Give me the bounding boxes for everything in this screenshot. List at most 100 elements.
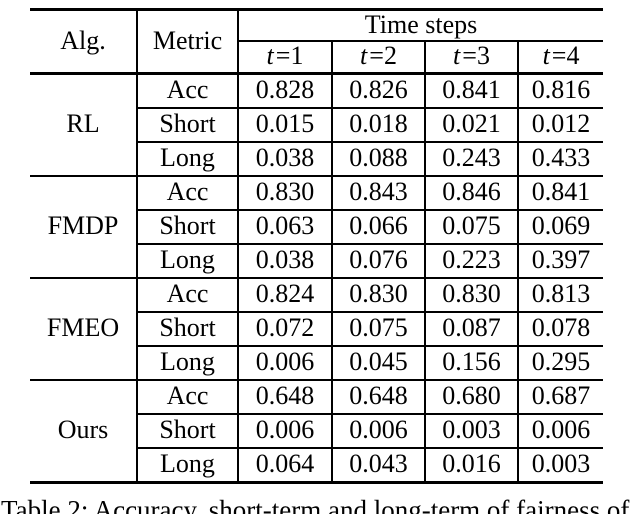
header-t1: t=1 <box>238 40 332 75</box>
value-cell: 0.066 <box>331 208 425 244</box>
table-caption: Table 2: Accuracy, short-term and long-t… <box>1 495 634 514</box>
value-cell: 0.003 <box>424 412 518 448</box>
value-cell: 0.826 <box>331 73 425 108</box>
value-cell: 0.828 <box>255 75 315 105</box>
value-cell: 0.018 <box>331 106 425 142</box>
t-symbol: t <box>266 41 274 71</box>
value-cell: 0.006 <box>238 344 332 380</box>
metric-cell: Acc <box>137 276 239 312</box>
table-row: Short 0.072 0.075 0.087 0.078 <box>30 310 604 346</box>
value-cell: 0.648 <box>331 378 425 414</box>
value-cell: 0.043 <box>331 446 425 483</box>
table-row: Long 0.038 0.076 0.223 0.397 <box>30 242 604 278</box>
value-cell: 0.830 <box>331 276 425 312</box>
value-cell: 0.064 <box>238 446 332 483</box>
t-value: =1 <box>275 41 304 71</box>
value-cell: 0.687 <box>516 378 604 414</box>
metric-cell: Long <box>137 344 239 380</box>
group-ours: Ours Acc 0.648 0.648 0.680 0.687 Short 0… <box>30 378 604 483</box>
t-symbol: t <box>453 41 461 71</box>
value-cell: 0.006 <box>331 412 425 448</box>
header-alg: Alg. <box>30 9 138 75</box>
header-t3: t=3 <box>424 40 518 75</box>
table-row: FMEO Acc 0.824 0.830 0.830 0.813 <box>30 276 604 380</box>
table-row: Long 0.038 0.088 0.243 0.433 <box>30 140 604 176</box>
header-time-steps: Time steps <box>238 9 604 42</box>
results-table: Alg. Metric Time steps t=1 t=2 t=3 t=4 R… <box>30 8 604 484</box>
value-cell: 0.015 <box>238 106 332 142</box>
metric-cell: Acc <box>137 174 239 210</box>
t-symbol: t <box>542 41 550 71</box>
value-cell: 0.433 <box>516 140 604 176</box>
alg-cell: RL <box>30 73 138 176</box>
metric-cell: Short <box>137 106 239 142</box>
table-row: Long 0.006 0.045 0.156 0.295 <box>30 344 604 380</box>
value-cell: 0.006 <box>238 412 332 448</box>
alg-cell: FMDP <box>30 174 138 278</box>
header-t4: t=4 <box>516 40 604 75</box>
value-cell: 0.648 <box>238 378 332 414</box>
value-cell: 0.813 <box>516 276 604 312</box>
metric-cell: Acc <box>137 378 239 414</box>
value-cell: 0.243 <box>424 140 518 176</box>
value-cell: 0.846 <box>424 174 518 210</box>
value-cell: 0.824 <box>238 276 332 312</box>
value-cell: 0.078 <box>516 310 604 346</box>
t-symbol: t <box>360 41 368 71</box>
metric-cell: Short <box>137 208 239 244</box>
value-cell: 0.012 <box>516 106 604 142</box>
group-fmeo: FMEO Acc 0.824 0.830 0.830 0.813 Short 0… <box>30 276 604 380</box>
value-cell: 0.045 <box>331 344 425 380</box>
value-cell: 0.088 <box>331 140 425 176</box>
value-cell: 0.003 <box>516 446 604 483</box>
t-value: =4 <box>551 41 580 71</box>
table-header: Alg. Metric Time steps t=1 t=2 t=3 t=4 <box>30 9 604 75</box>
group-fmdp: FMDP Acc 0.830 0.843 0.846 0.841 Short 0… <box>30 174 604 278</box>
value-cell: 0.830 <box>238 174 332 210</box>
metric-cell: Long <box>137 140 239 176</box>
value-cell: 0.075 <box>331 310 425 346</box>
metric-cell: Long <box>137 446 239 483</box>
value-cell: 0.680 <box>424 378 518 414</box>
value-cell: 0.843 <box>331 174 425 210</box>
value-cell: 0.397 <box>516 242 604 278</box>
value-cell: 0.841 <box>424 73 518 108</box>
metric-cell: Acc <box>137 73 239 108</box>
value-cell: 0.156 <box>424 344 518 380</box>
table-row: Long 0.064 0.043 0.016 0.003 <box>30 446 604 483</box>
value-cell: 0.830 <box>424 276 518 312</box>
value-cell: 0.006 <box>516 412 604 448</box>
value-cell: 0.087 <box>424 310 518 346</box>
header-t2: t=2 <box>331 40 425 75</box>
value-cell: 0.816 <box>516 73 604 108</box>
table-row: Short 0.063 0.066 0.075 0.069 <box>30 208 604 244</box>
t-value: =3 <box>462 41 490 71</box>
value-cell: 0.072 <box>238 310 332 346</box>
value-cell: 0.223 <box>424 242 518 278</box>
table-row: Short 0.006 0.006 0.003 0.006 <box>30 412 604 448</box>
table-row: FMDP Acc 0.830 0.843 0.846 0.841 <box>30 174 604 278</box>
header-row-1: Alg. Metric Time steps <box>30 9 604 75</box>
value-cell: 0.038 <box>238 140 332 176</box>
metric-cell: Short <box>137 412 239 448</box>
value-cell: 0.021 <box>424 106 518 142</box>
value-cell: 0.038 <box>238 242 332 278</box>
value-cell: 0.016 <box>424 446 518 483</box>
value-cell: 0.076 <box>331 242 425 278</box>
alg-cell: FMEO <box>30 276 138 380</box>
group-rl: RL Acc 0.828 0.826 0.841 0.816 Short 0.0… <box>30 73 604 176</box>
value-cell: 0.075 <box>424 208 518 244</box>
alg-cell: Ours <box>30 378 138 483</box>
table-row: RL Acc 0.828 0.826 0.841 0.816 <box>30 73 604 176</box>
table-row: Ours Acc 0.648 0.648 0.680 0.687 <box>30 378 604 483</box>
value-cell: 0.069 <box>516 208 604 244</box>
metric-cell: Short <box>137 310 239 346</box>
value-cell: 0.063 <box>238 208 332 244</box>
t-value: =2 <box>369 41 397 71</box>
metric-cell: Long <box>137 242 239 278</box>
table-row: Short 0.015 0.018 0.021 0.012 <box>30 106 604 142</box>
header-metric: Metric <box>137 9 239 75</box>
value-cell: 0.295 <box>516 344 604 380</box>
header-row-2: t=1 t=2 t=3 t=4 <box>30 40 604 75</box>
